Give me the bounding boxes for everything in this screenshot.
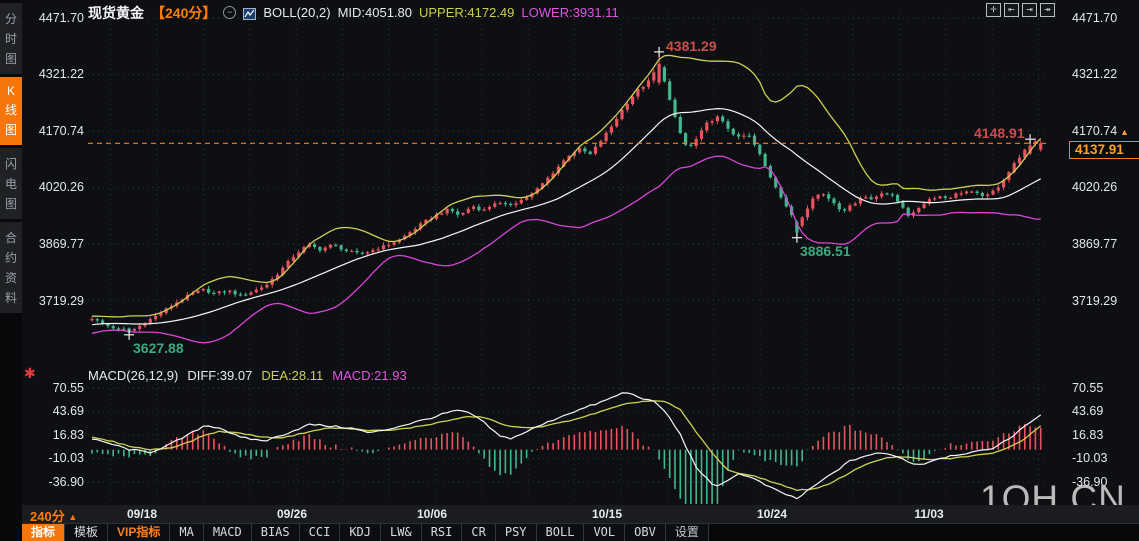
macd-header: MACD(26,12,9) DIFF:39.07 DEA:28.11 MACD:… [88, 368, 407, 383]
sidebar-tab-char: 电 [4, 177, 17, 191]
price-axis-label: 4170.74 [1072, 123, 1118, 138]
chevron-up-icon: ▲ [68, 512, 78, 522]
sidebar-tab-3[interactable]: 闪电图 [0, 148, 22, 219]
macd-diff-value: DIFF:39.07 [187, 368, 253, 383]
symbol-name: 现货黄金 [88, 4, 144, 21]
toolbar-item-obv[interactable]: OBV [625, 524, 666, 541]
annotation-recent-high: 4148.91 [974, 125, 1025, 141]
alert-icon[interactable]: ✱ [24, 365, 36, 381]
x-axis-date: 11/03 [914, 507, 944, 521]
price-axis-label: 4020.26 [1072, 180, 1118, 195]
indicator-icon[interactable] [243, 7, 257, 20]
toolbar-item-lw&[interactable]: LW& [381, 524, 422, 541]
toolbar-item-vol[interactable]: VOL [584, 524, 626, 541]
period-selector-label: 240分 [30, 509, 65, 524]
price-axis-label: 3719.29 [1072, 293, 1118, 308]
boll-mid-value: MID:4051.80 [337, 5, 412, 20]
sidebar-tab-char: 图 [4, 197, 17, 211]
macd-macd-value: MACD:21.93 [332, 368, 407, 383]
macd-axis-label: -10.03 [1072, 451, 1108, 466]
price-axis-label: 3869.77 [1072, 237, 1118, 251]
crosshair-icon[interactable]: ✛ [986, 3, 1001, 17]
toolbar-item-模板[interactable]: 模板 [65, 524, 109, 541]
boll-upper-value: UPPER:4172.49 [419, 5, 515, 20]
toolbar-item-psy[interactable]: PSY [495, 524, 537, 541]
chart-tools: ✛ ⇤ ⇥ ↠ [986, 3, 1055, 17]
sidebar-tab-char: 分 [4, 12, 17, 26]
boll-label: BOLL(20,2) [263, 5, 331, 20]
toolbar-item-vip指标[interactable]: VIP指标 [108, 524, 171, 541]
price-axis-label: 4321.22 [1072, 67, 1118, 82]
annotation-swing-low: 3886.51 [800, 243, 851, 259]
macd-axis-label: -36.90 [1072, 475, 1108, 489]
sidebar-tab-char: 闪 [4, 157, 17, 171]
x-axis-date: 10/15 [591, 507, 623, 521]
price-axis-label: 3869.77 [38, 237, 84, 251]
sidebar-tab-char: 时 [4, 32, 17, 46]
toolbar-item-设置[interactable]: 设置 [665, 524, 709, 541]
price-axis-label: 4020.26 [38, 180, 84, 195]
period-label: 【240分】 [151, 4, 217, 21]
price-pin-icon[interactable]: ▲ [1120, 127, 1129, 137]
sidebar-tab-char: 图 [4, 52, 17, 66]
price-axis-label: 4321.22 [38, 67, 84, 82]
scale-left-icon[interactable]: ⇤ [1004, 3, 1019, 17]
toolbar-item-bias[interactable]: BIAS [251, 524, 300, 541]
sidebar-tab-char: K [6, 84, 15, 98]
x-axis-date: 10/06 [416, 507, 448, 521]
macd-axis-label: 70.55 [52, 381, 84, 395]
x-axis-date: 10/24 [756, 507, 788, 521]
period-selector[interactable]: 240分 ▲ [30, 506, 77, 525]
toolbar-item-boll[interactable]: BOLL [536, 524, 585, 541]
macd-axis-label: 70.55 [1072, 381, 1104, 395]
macd-axis-label: -36.90 [48, 475, 84, 489]
toolbar-item-cr[interactable]: CR [462, 524, 496, 541]
sidebar-tab-char: 合 [4, 231, 17, 245]
x-axis-date: 09/26 [276, 507, 308, 521]
sidebar-tab-char: 线 [4, 103, 17, 117]
boll-lower-value: LOWER:3931.11 [521, 5, 619, 20]
price-axis-label: 4471.70 [38, 11, 84, 25]
sidebar-tab-char: 资 [4, 271, 17, 285]
sidebar-tab-char: 图 [4, 123, 17, 137]
sidebar-tab-char: 约 [4, 251, 17, 265]
macd-axis-label: 16.83 [52, 427, 84, 442]
scale-right-icon[interactable]: ⇥ [1022, 3, 1037, 17]
x-axis-strip: 240分 ▲ 09/18 09/26 10/06 10/15 10/24 11/03 [22, 505, 1139, 524]
toolbar-item-cci[interactable]: CCI [299, 524, 341, 541]
price-axis-label: 3719.29 [38, 293, 84, 308]
toolbar-item-指标[interactable]: 指标 [22, 524, 66, 541]
macd-dea-value: DEA:28.11 [261, 368, 324, 383]
sidebar-tab-4[interactable]: 合约资料 [0, 222, 22, 313]
toolbar-item-ma[interactable]: MA [170, 524, 204, 541]
price-axis-label: 4471.70 [1072, 11, 1118, 25]
macd-axis-label: -10.03 [48, 451, 84, 466]
annotation-high: 4381.29 [666, 38, 717, 54]
price-axis-label: 4170.74 [38, 123, 84, 138]
chart-header: 现货黄金 【240分】 − BOLL(20,2) MID:4051.80 UPP… [88, 4, 619, 21]
toolbar-item-macd[interactable]: MACD [203, 524, 252, 541]
x-axis-date: 09/18 [126, 507, 158, 521]
toolbar-item-kdj[interactable]: KDJ [340, 524, 382, 541]
toolbar-item-rsi[interactable]: RSI [421, 524, 463, 541]
macd-title: MACD(26,12,9) [88, 368, 179, 383]
pan-right-icon[interactable]: ↠ [1040, 3, 1055, 17]
current-price-tag: 4137.91 [1069, 141, 1139, 159]
collapse-icon[interactable]: − [223, 6, 237, 19]
sidebar-tab-char: 料 [4, 291, 17, 305]
indicator-toolbar: 指标 模板 VIP指标 MA MACD BIAS CCI KDJ LW& RSI CR PSY BOLL… [22, 524, 1139, 541]
macd-axis-label: 43.69 [52, 404, 84, 419]
macd-axis-label: 16.83 [1072, 427, 1104, 442]
macd-axis-label: 43.69 [1072, 404, 1104, 419]
sidebar-tab-1[interactable]: 分时图 [0, 3, 22, 74]
annotation-low: 3627.88 [133, 340, 184, 356]
